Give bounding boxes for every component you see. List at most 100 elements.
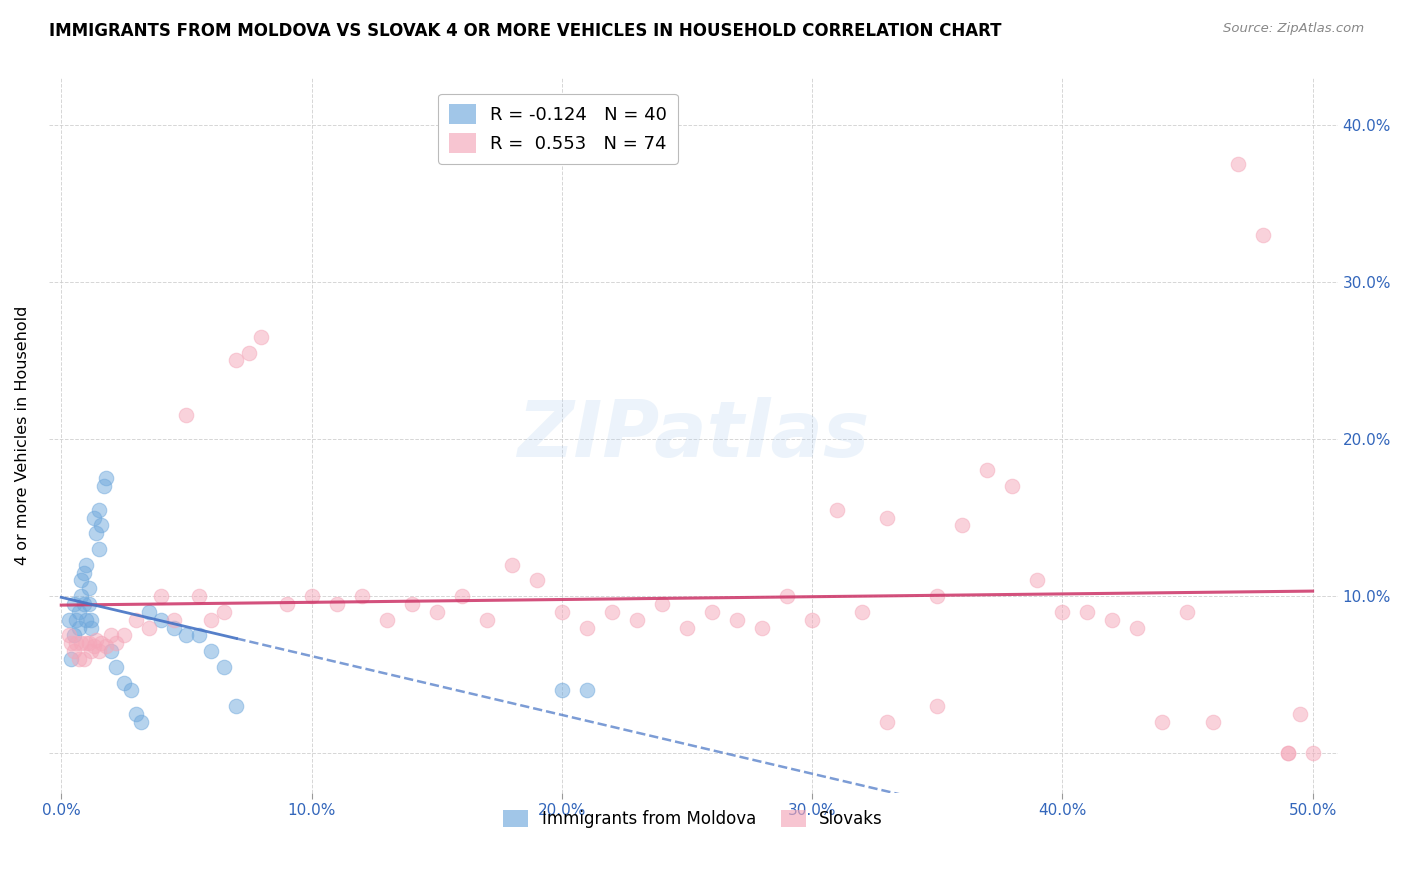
Point (73, 597, 96, 611)
Point (950, 518, 973, 533)
Point (77, 636, 100, 650)
Point (927, 699, 949, 714)
Point (1302, 747, 1324, 761)
Point (976, 463, 998, 477)
Text: Source: ZipAtlas.com: Source: ZipAtlas.com (1223, 22, 1364, 36)
Point (1251, 227, 1274, 242)
Point (375, 613, 398, 627)
Point (112, 628, 135, 642)
Point (1026, 574, 1049, 588)
Point (163, 621, 186, 635)
Point (83, 640, 105, 654)
Point (70, 574, 93, 588)
Point (58, 628, 80, 642)
Point (600, 605, 623, 619)
Point (105, 660, 128, 674)
Point (80, 644, 103, 658)
Point (120, 683, 142, 698)
Point (851, 605, 873, 619)
Point (150, 589, 173, 603)
Point (238, 345, 260, 359)
Point (700, 605, 723, 619)
Point (676, 621, 699, 635)
Point (77, 597, 100, 611)
Point (927, 589, 949, 603)
Point (83, 510, 105, 524)
Point (138, 621, 160, 635)
Point (725, 613, 748, 627)
Point (67, 605, 90, 619)
Point (100, 628, 122, 642)
Point (90, 518, 112, 533)
Point (125, 613, 148, 627)
Point (80, 621, 103, 635)
Point (187, 589, 209, 603)
Point (187, 628, 209, 642)
Point (80, 613, 103, 627)
Point (125, 707, 148, 722)
Text: ZIPatlas: ZIPatlas (517, 397, 869, 473)
Point (176, 628, 198, 642)
Point (1152, 714, 1174, 729)
Point (551, 683, 574, 698)
Point (250, 330, 273, 344)
Point (426, 605, 449, 619)
Point (84, 633, 107, 648)
Point (651, 597, 673, 611)
Point (138, 605, 160, 619)
Point (526, 574, 548, 588)
Point (350, 589, 373, 603)
Point (225, 353, 247, 368)
Point (70, 636, 93, 650)
Point (60, 652, 83, 666)
Point (1277, 747, 1299, 761)
Point (93, 479, 115, 493)
Point (73, 652, 96, 666)
Point (62, 644, 84, 658)
Point (87, 502, 110, 516)
Point (65, 613, 87, 627)
Point (501, 558, 523, 572)
Legend: Immigrants from Moldova, Slovaks: Immigrants from Moldova, Slovaks (496, 803, 890, 834)
Point (176, 409, 198, 423)
Point (1289, 707, 1312, 722)
Point (475, 613, 498, 627)
Point (1277, 747, 1299, 761)
Point (131, 714, 153, 729)
Point (876, 510, 898, 524)
Point (876, 714, 898, 729)
Point (575, 683, 598, 698)
Point (801, 613, 824, 627)
Point (75, 558, 97, 572)
Point (301, 589, 323, 603)
Point (626, 613, 648, 627)
Point (1001, 479, 1024, 493)
Point (62, 628, 84, 642)
Y-axis label: 4 or more Vehicles in Household: 4 or more Vehicles in Household (15, 305, 30, 565)
Point (1201, 714, 1223, 729)
Point (751, 621, 773, 635)
Point (96, 471, 118, 485)
Point (60, 636, 83, 650)
Point (1076, 605, 1098, 619)
Point (58, 613, 80, 627)
Point (1226, 157, 1249, 171)
Point (551, 605, 574, 619)
Point (1177, 605, 1199, 619)
Point (75, 636, 97, 650)
Point (70, 589, 93, 603)
Point (87, 644, 110, 658)
Point (73, 566, 96, 580)
Point (90, 636, 112, 650)
Point (776, 589, 799, 603)
Point (276, 597, 298, 611)
Point (84, 526, 107, 541)
Point (200, 613, 222, 627)
Point (150, 613, 173, 627)
Point (67, 652, 90, 666)
Point (200, 644, 222, 658)
Point (163, 613, 186, 627)
Point (1052, 605, 1074, 619)
Point (212, 605, 235, 619)
Point (65, 636, 87, 650)
